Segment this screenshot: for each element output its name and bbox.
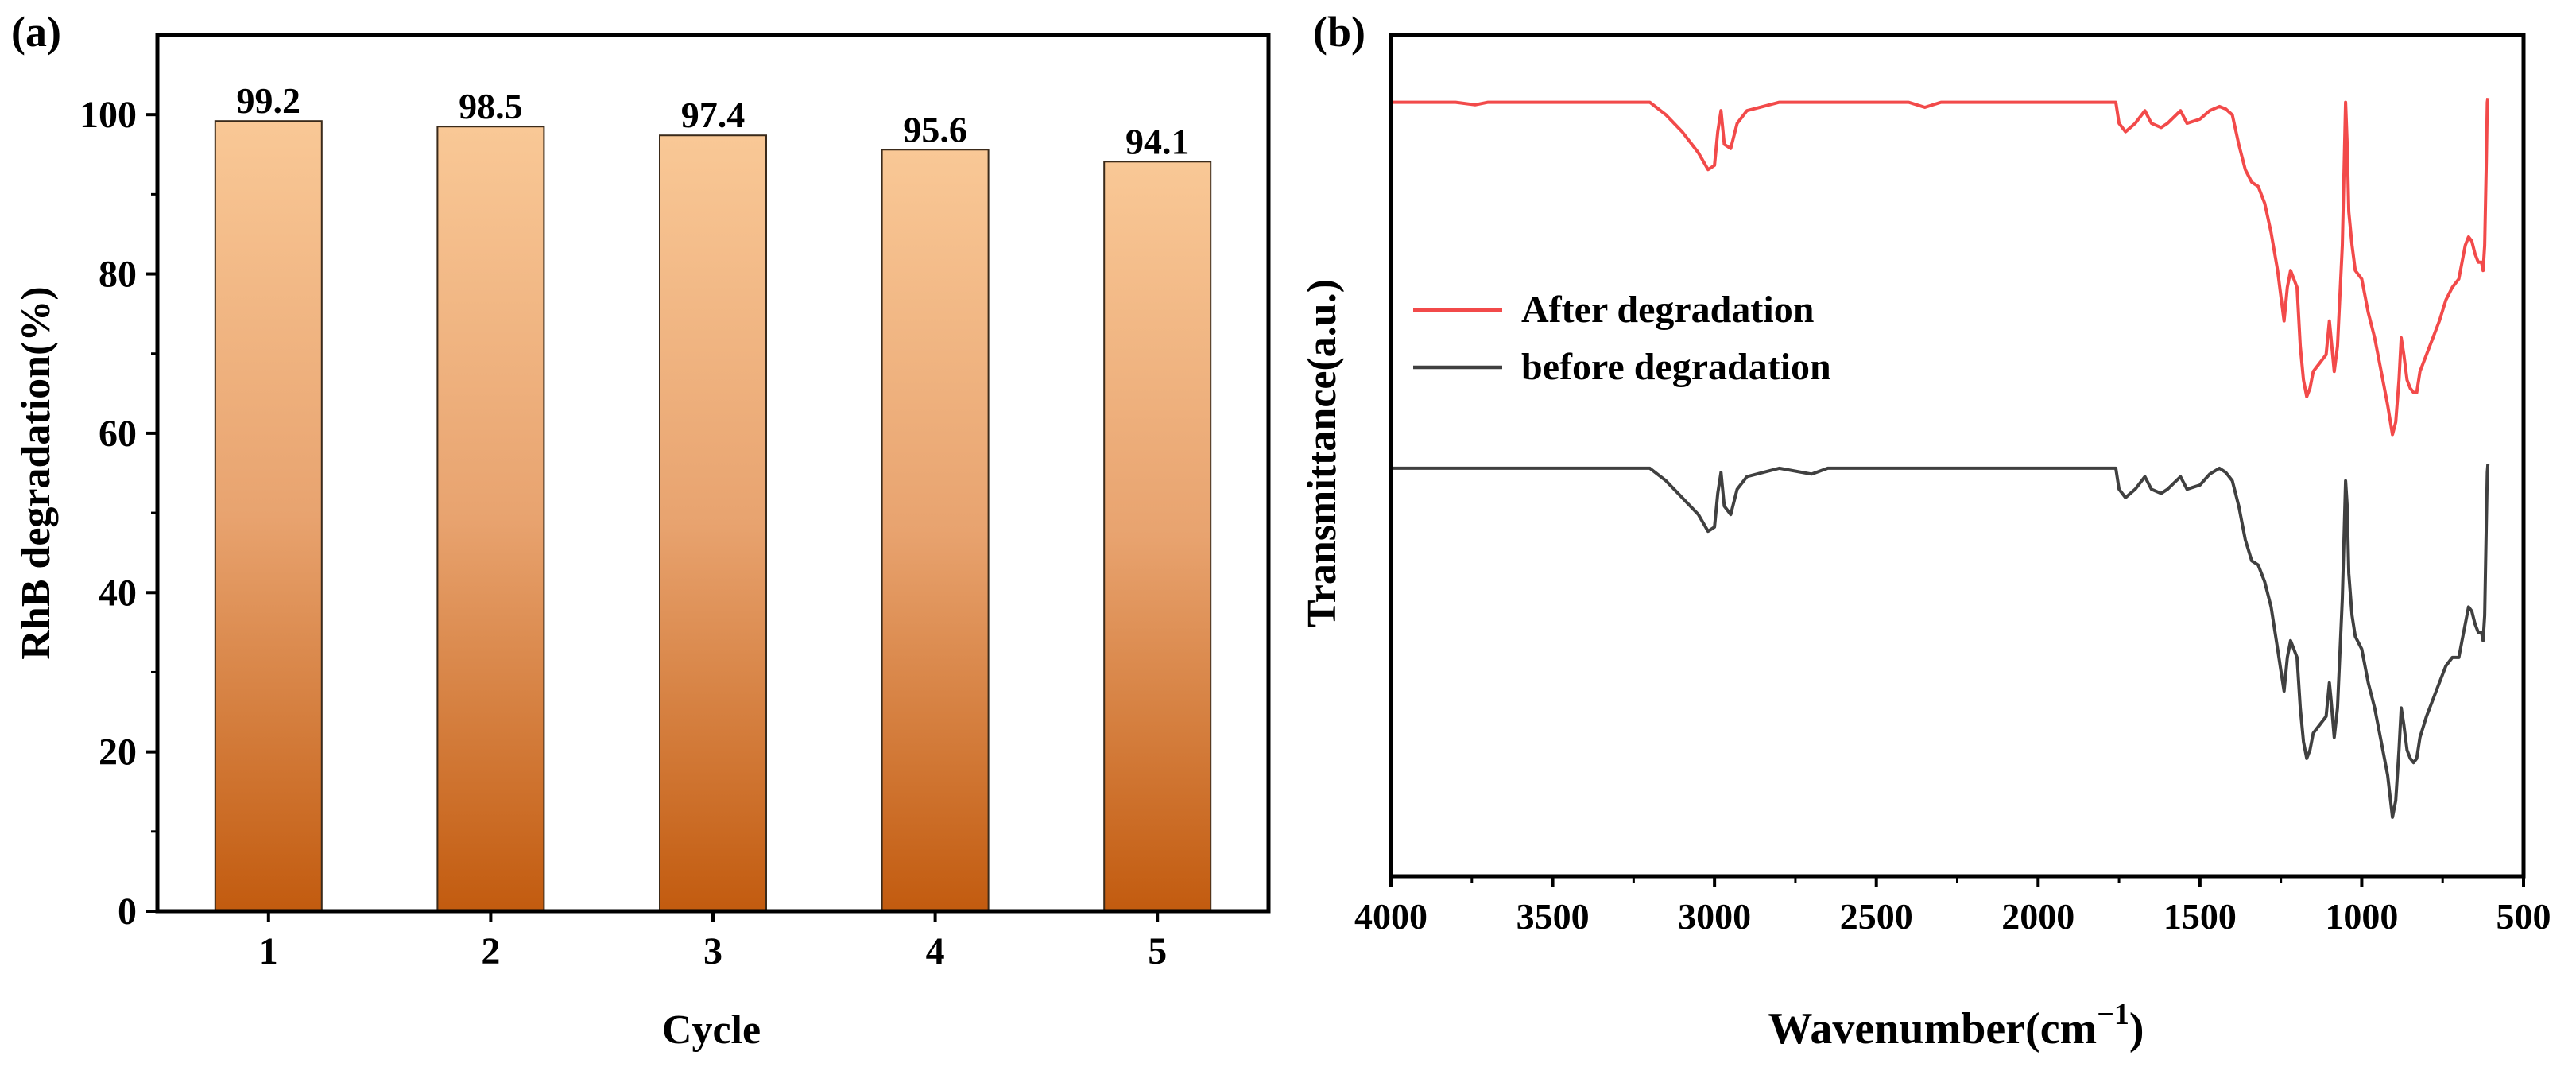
bar-cycle-2 bbox=[436, 126, 545, 912]
x-tick-label: 3 bbox=[703, 930, 722, 972]
x-tick-label: 500 bbox=[2497, 896, 2551, 937]
bar-cycle-3 bbox=[659, 134, 767, 913]
ftir-legend: After degradation before degradation bbox=[1413, 289, 1831, 388]
bar-cycle-4 bbox=[881, 149, 990, 912]
bar-chart-x-axis-ticks: 1 2 3 4 5 bbox=[259, 911, 1167, 972]
bar-chart-xlabel: Cycle bbox=[662, 1007, 761, 1053]
bar-chart-frame bbox=[155, 33, 1271, 914]
panel-b-label: (b) bbox=[1313, 8, 1365, 56]
panel-a-label: (a) bbox=[11, 8, 61, 56]
bar-value-label: 97.4 bbox=[681, 95, 746, 135]
spectra bbox=[1391, 98, 2490, 819]
x-tick-label: 4000 bbox=[1354, 896, 1427, 937]
bar-value-label: 98.5 bbox=[459, 86, 523, 126]
x-tick-label: 1000 bbox=[2325, 896, 2398, 937]
ftir-chart-frame bbox=[1389, 33, 2526, 879]
bar-chart-panel: (a) RhB degradation(%) Cycle 99.2 98.5 97.… bbox=[11, 8, 1271, 1053]
y-tick-label: 20 bbox=[99, 731, 137, 774]
ftir-chart-xlabel: Wavenumber(cm−1) bbox=[1768, 998, 2144, 1053]
bar-cycle-1 bbox=[214, 120, 323, 913]
bars: 99.2 98.5 97.4 95.6 94.1 bbox=[214, 80, 1212, 913]
x-tick-label: 3000 bbox=[1678, 896, 1751, 937]
x-tick-label: 2 bbox=[481, 930, 500, 972]
x-tick-label: 3500 bbox=[1517, 896, 1590, 937]
x-tick-label: 4 bbox=[926, 930, 945, 972]
y-tick-label: 40 bbox=[99, 572, 137, 614]
ftir-chart-panel: (b) Transmittance(a.u.) Wavenumber(cm−1)… bbox=[1300, 8, 2551, 1053]
bar-chart-y-axis-ticks: 0 20 40 60 80 100 bbox=[79, 94, 157, 933]
x-tick-label: 1 bbox=[259, 930, 278, 972]
ftir-chart-ylabel: Transmittance(a.u.) bbox=[1300, 279, 1345, 627]
legend-label-after: After degradation bbox=[1521, 289, 1814, 331]
y-tick-label: 0 bbox=[118, 890, 137, 933]
series-after-degradation bbox=[1391, 98, 2490, 436]
series-before-degradation bbox=[1391, 464, 2490, 819]
bar-value-label: 95.6 bbox=[903, 109, 967, 149]
y-tick-label: 100 bbox=[79, 94, 137, 136]
y-tick-label: 60 bbox=[99, 413, 137, 455]
x-tick-label: 5 bbox=[1148, 930, 1167, 972]
x-tick-label: 2500 bbox=[1840, 896, 1913, 937]
bar-chart-ylabel: RhB degradation(%) bbox=[14, 286, 59, 659]
bar-value-label: 94.1 bbox=[1125, 121, 1190, 161]
bar-cycle-5 bbox=[1103, 161, 1212, 913]
legend-label-before: before degradation bbox=[1521, 346, 1831, 388]
x-tick-label: 2000 bbox=[2001, 896, 2074, 937]
bar-value-label: 99.2 bbox=[237, 80, 301, 121]
x-tick-label: 1500 bbox=[2163, 896, 2237, 937]
ftir-chart-x-axis-ticks: 4000 3500 3000 2500 2000 1500 1000 500 bbox=[1354, 876, 2551, 937]
y-tick-label: 80 bbox=[99, 254, 137, 296]
